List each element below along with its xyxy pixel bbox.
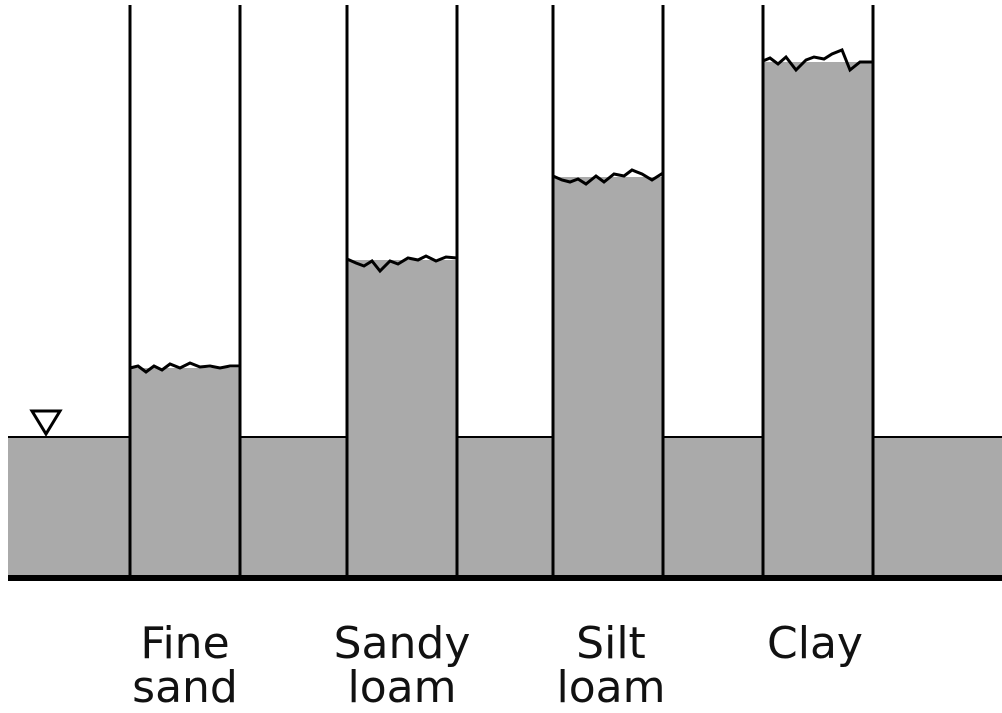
label-clay: Clay <box>725 622 905 666</box>
label-line: Silt <box>576 618 646 669</box>
tube-sandy-loam <box>345 5 459 577</box>
fine-sand-meniscus <box>129 361 240 374</box>
silt-loam-meniscus <box>552 168 664 186</box>
sandy-loam-water-column <box>347 260 457 577</box>
water-table-triangle-icon <box>29 409 63 437</box>
label-line: Clay <box>767 618 863 669</box>
clay-water-column <box>763 62 873 577</box>
label-line: Sandy <box>333 618 471 669</box>
label-fine-sand: Fine sand <box>95 622 275 710</box>
fine-sand-water-column <box>130 368 240 577</box>
tube-silt-loam <box>551 5 665 577</box>
capillary-rise-diagram <box>8 5 1002 581</box>
label-sandy-loam: Sandy loam <box>312 622 492 710</box>
label-line: sand <box>132 662 238 713</box>
label-line: Fine <box>140 618 230 669</box>
label-silt-loam: Silt loam <box>521 622 701 710</box>
silt-loam-water-column <box>553 177 663 577</box>
label-line: loam <box>556 662 666 713</box>
clay-meniscus <box>762 48 873 73</box>
label-line: loam <box>347 662 457 713</box>
sandy-loam-meniscus <box>346 254 458 274</box>
tube-fine-sand <box>128 5 242 577</box>
tube-clay <box>761 5 875 577</box>
